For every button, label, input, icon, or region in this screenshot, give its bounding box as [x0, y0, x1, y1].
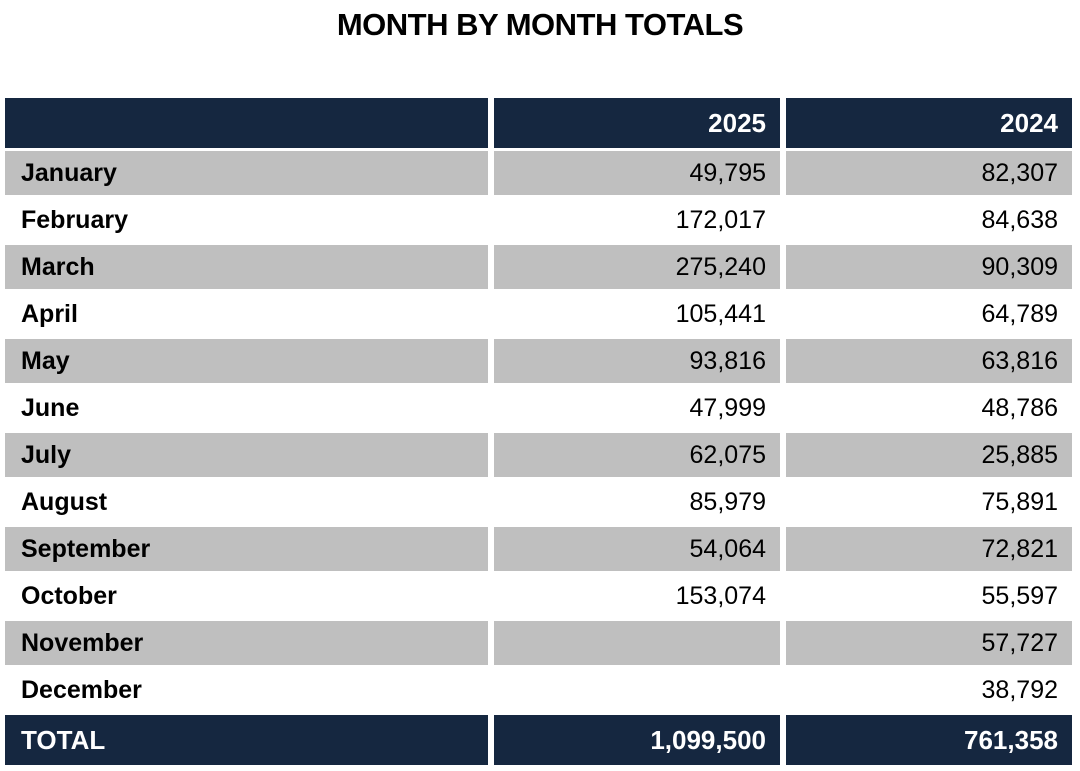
month-cell: March [5, 245, 488, 289]
month-cell: October [5, 574, 488, 618]
total-value-cell-2024: 761,358 [786, 715, 1072, 765]
month-cell: August [5, 480, 488, 524]
page-title: MONTH BY MONTH TOTALS [336, 7, 744, 42]
value-cell-2024: 82,307 [786, 151, 1072, 195]
month-cell: May [5, 339, 488, 383]
month-cell: January [5, 151, 488, 195]
value-cell-2024: 72,821 [786, 527, 1072, 571]
month-cell: June [5, 386, 488, 430]
month-cell: July [5, 433, 488, 477]
value-cell-2025: 85,979 [494, 480, 780, 524]
value-cell-2025: 153,074 [494, 574, 780, 618]
value-cell-2024: 63,816 [786, 339, 1072, 383]
value-cell-2025: 62,075 [494, 433, 780, 477]
total-label-cell: TOTAL [5, 715, 488, 765]
total-value-cell-2025: 1,099,500 [494, 715, 780, 765]
value-cell-2024: 48,786 [786, 386, 1072, 430]
month-cell: November [5, 621, 488, 665]
value-cell-2025 [494, 668, 780, 712]
value-cell-2025: 105,441 [494, 292, 780, 336]
value-cell-2024: 55,597 [786, 574, 1072, 618]
value-cell-2024: 75,891 [786, 480, 1072, 524]
value-cell-2025: 54,064 [494, 527, 780, 571]
month-totals-table: 2025 2024 January 49,795 82,307 February… [5, 98, 1072, 765]
value-cell-2025 [494, 621, 780, 665]
value-cell-2024: 64,789 [786, 292, 1072, 336]
value-cell-2025: 172,017 [494, 198, 780, 242]
value-cell-2024: 25,885 [786, 433, 1072, 477]
value-cell-2025: 49,795 [494, 151, 780, 195]
month-cell: December [5, 668, 488, 712]
month-cell: February [5, 198, 488, 242]
value-cell-2024: 90,309 [786, 245, 1072, 289]
value-cell-2024: 57,727 [786, 621, 1072, 665]
value-cell-2024: 84,638 [786, 198, 1072, 242]
value-cell-2025: 47,999 [494, 386, 780, 430]
month-cell: April [5, 292, 488, 336]
value-cell-2024: 38,792 [786, 668, 1072, 712]
month-cell: September [5, 527, 488, 571]
header-cell-month [5, 98, 488, 148]
header-cell-2024: 2024 [786, 98, 1072, 148]
header-cell-2025: 2025 [494, 98, 780, 148]
value-cell-2025: 93,816 [494, 339, 780, 383]
value-cell-2025: 275,240 [494, 245, 780, 289]
